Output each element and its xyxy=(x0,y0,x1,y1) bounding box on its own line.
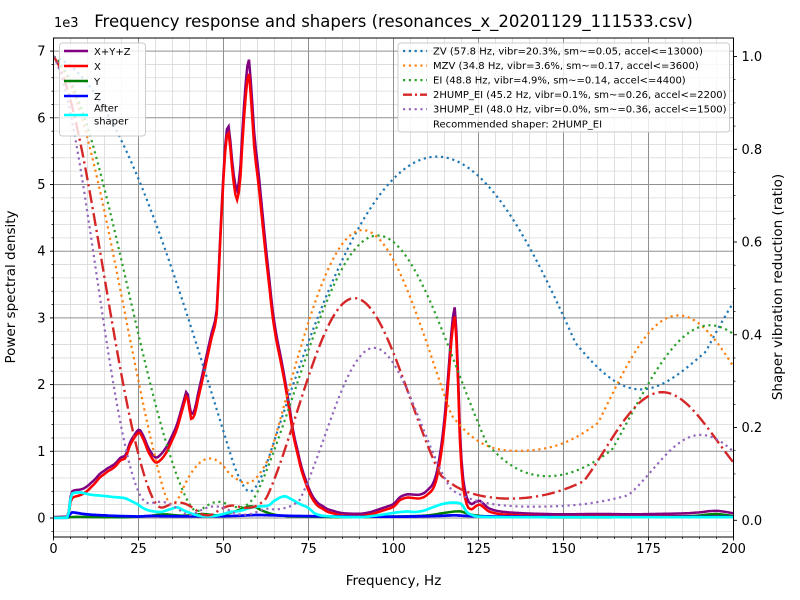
y-right-tick-label: 1.0 xyxy=(742,50,763,65)
y-axis-offset-text: 1e3 xyxy=(54,16,79,31)
y-axis-left-label: Power spectral density xyxy=(3,210,19,364)
y-right-tick-label: 0.2 xyxy=(742,421,763,436)
legend-psd-label: shaper xyxy=(94,117,129,128)
series-3hump-ei xyxy=(53,55,734,517)
y-right-tick-label: 0.6 xyxy=(742,236,763,251)
y-left-tick-label: 4 xyxy=(37,245,45,260)
y-right-tick-label: 0.0 xyxy=(742,514,763,529)
series-after-shaper xyxy=(53,491,734,520)
series-zv xyxy=(53,55,734,493)
legend-shaper-item: 2HUMP_EI (45.2 Hz, vibr=0.1%, sm~=0.26, … xyxy=(403,90,727,101)
legend-shaper-label: 3HUMP_EI (48.0 Hz, vibr=0.0%, sm~=0.36, … xyxy=(433,105,727,116)
series-2hump-ei xyxy=(53,55,734,517)
plot-area xyxy=(53,55,734,520)
x-axis-label: Frequency, Hz xyxy=(345,573,442,589)
legend-shapers-frame xyxy=(397,42,730,133)
tick-labels: 0 25 50 75 100 125 150 175 200 0 1 2 3 4 5 6 7 0.0 0.2 0.4 0… xyxy=(37,45,762,557)
series-ei xyxy=(53,55,734,513)
x-tick-label: 175 xyxy=(636,542,661,557)
y-left-tick-label: 5 xyxy=(37,178,45,193)
y-left-tick-label: 7 xyxy=(37,45,45,60)
legend-psd-label: X+Y+Z xyxy=(94,47,131,58)
legend-shaper-item: MZV (34.8 Hz, vibr=3.6%, sm~=0.17, accel… xyxy=(403,61,699,72)
y-right-tick-label: 0.4 xyxy=(742,328,763,343)
legend-psd-item: Z xyxy=(64,92,101,103)
legend-psd-item: Y xyxy=(64,77,101,88)
y-left-tick-label: 1 xyxy=(37,445,45,460)
series-mzv xyxy=(53,55,734,506)
y-left-tick-label: 2 xyxy=(37,378,45,393)
y-axis-right-label: Shaper vibration reduction (ratio) xyxy=(770,173,786,401)
y-left-tick-label: 3 xyxy=(37,311,45,326)
x-tick-label: 100 xyxy=(381,542,406,557)
y-right-tick-label: 0.8 xyxy=(742,143,763,158)
chart-title: Frequency response and shapers (resonanc… xyxy=(94,12,693,31)
legend-shaper-item: ZV (57.8 Hz, vibr=20.3%, sm~=0.05, accel… xyxy=(403,47,703,58)
legend-psd-label: Y xyxy=(93,77,101,88)
x-tick-label: 25 xyxy=(130,542,147,557)
legend-shaper-label: MZV (34.8 Hz, vibr=3.6%, sm~=0.17, accel… xyxy=(433,61,699,72)
x-tick-label: 150 xyxy=(551,542,576,557)
legend-shaper-label: ZV (57.8 Hz, vibr=20.3%, sm~=0.05, accel… xyxy=(433,47,703,58)
x-tick-label: 50 xyxy=(215,542,232,557)
y-left-tick-label: 0 xyxy=(37,512,45,527)
x-tick-label: 200 xyxy=(721,542,746,557)
ticks xyxy=(50,50,737,541)
legend-psd-label: Z xyxy=(94,92,101,103)
legend-shapers: ZV (57.8 Hz, vibr=20.3%, sm~=0.05, accel… xyxy=(397,42,730,133)
legend-shaper-item: EI (48.8 Hz, vibr=4.9%, sm~=0.14, accel<… xyxy=(403,76,686,87)
legend-psd-label: After xyxy=(94,104,119,115)
legend-shaper-item: 3HUMP_EI (48.0 Hz, vibr=0.0%, sm~=0.36, … xyxy=(403,105,727,116)
legend-psd-item: X xyxy=(64,62,101,73)
y-left-tick-label: 6 xyxy=(37,111,45,126)
x-tick-label: 75 xyxy=(300,542,317,557)
legend-shaper-label: 2HUMP_EI (45.2 Hz, vibr=0.1%, sm~=0.26, … xyxy=(433,90,727,101)
x-tick-label: 0 xyxy=(49,542,57,557)
legend-note: Recommended shaper: 2HUMP_EI xyxy=(433,119,602,130)
x-tick-label: 125 xyxy=(466,542,491,557)
legend-shaper-label: EI (48.8 Hz, vibr=4.9%, sm~=0.14, accel<… xyxy=(433,76,686,87)
legend-psd-item: X+Y+Z xyxy=(64,47,131,58)
legend-psd-label: X xyxy=(94,62,101,73)
legend-psd-item: After shaper xyxy=(64,104,129,128)
